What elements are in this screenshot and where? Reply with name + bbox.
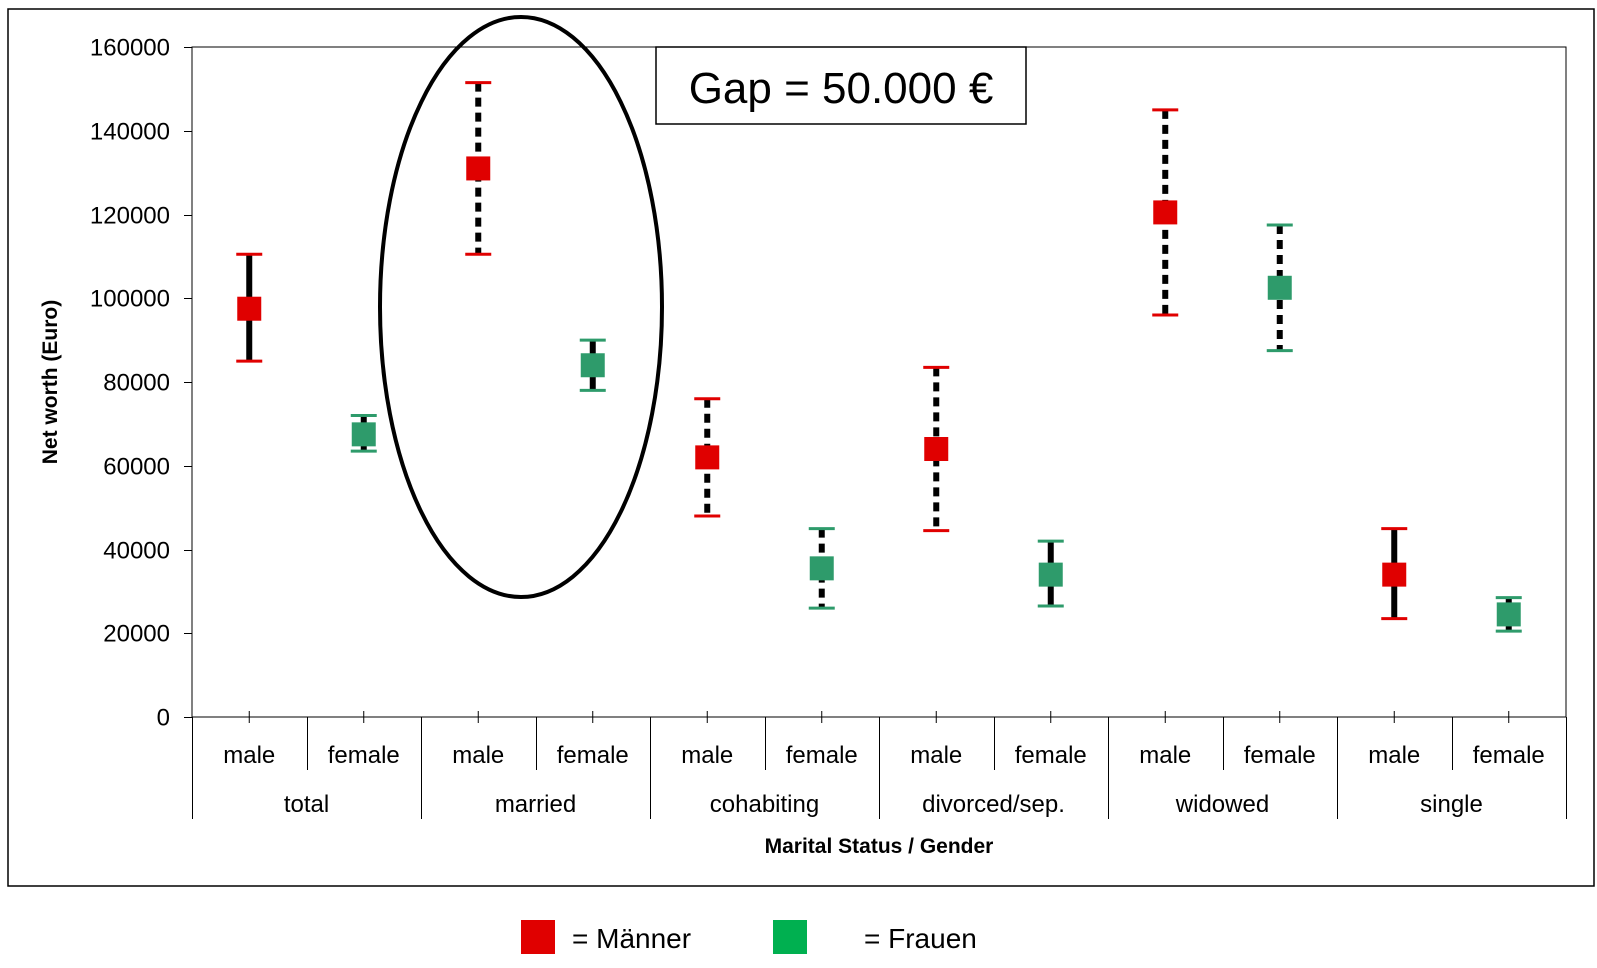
gender-label: male: [681, 742, 733, 769]
gender-label: male: [223, 742, 275, 769]
data-point-female: [351, 422, 376, 447]
group-label: total: [284, 791, 329, 818]
legend-swatch-maenner: [521, 920, 555, 954]
data-point-female: [1496, 602, 1521, 627]
x-axis-title: Marital Status / Gender: [765, 835, 994, 858]
gender-label: female: [1473, 742, 1545, 769]
y-tick-label: 140000: [90, 119, 170, 146]
gap-annotation: Gap = 50.000 €: [689, 64, 994, 113]
y-tick-label: 20000: [103, 621, 170, 648]
group-label: cohabiting: [710, 791, 819, 818]
data-point-male: [695, 445, 720, 470]
gender-label: male: [910, 742, 962, 769]
y-tick-label: 80000: [103, 370, 170, 397]
y-axis-title: Net worth (Euro): [39, 300, 62, 464]
data-point-male: [1382, 562, 1407, 587]
gender-label: male: [452, 742, 504, 769]
data-point-female: [1038, 562, 1063, 587]
y-tick-label: 40000: [103, 538, 170, 565]
x-axis: male female total male female married male fema…: [192, 711, 1567, 819]
legend-label-maenner: = Männer: [572, 923, 691, 954]
legend-swatch-frauen: [773, 920, 807, 954]
data-point-female: [809, 556, 834, 581]
group-label: divorced/sep.: [922, 791, 1065, 818]
gap-annotation-box: [655, 46, 1027, 125]
gender-label: female: [1244, 742, 1316, 769]
y-tick-label: 60000: [103, 454, 170, 481]
gender-label: female: [557, 742, 629, 769]
data-point-male: [466, 156, 491, 181]
gender-label: female: [328, 742, 400, 769]
married-highlight-ellipse: [378, 15, 664, 599]
data-point-male: [1153, 200, 1178, 225]
legend: = Männer = Frauen: [521, 920, 977, 954]
group-label: married: [495, 791, 576, 818]
legend-label-frauen: = Frauen: [864, 923, 977, 954]
data-point-male: [237, 296, 262, 321]
group-label: widowed: [1175, 791, 1269, 818]
data-point-male: [924, 437, 949, 461]
gender-label: female: [1015, 742, 1087, 769]
data-point-female: [1267, 275, 1292, 300]
y-tick-label: 100000: [90, 286, 170, 313]
gender-label: male: [1368, 742, 1420, 769]
y-tick-label: 120000: [90, 203, 170, 230]
gender-label: male: [1139, 742, 1191, 769]
y-tick-label: 0: [157, 705, 170, 732]
data-marks: [236, 81, 1522, 633]
y-tick-label: 160000: [90, 35, 170, 62]
y-axis: 0 20000 40000 60000 80000 100000 120000 140000 1…: [90, 35, 192, 732]
gender-label: female: [786, 742, 858, 769]
data-point-female: [580, 353, 605, 378]
group-label: single: [1420, 791, 1483, 818]
chart-frame: [7, 8, 1595, 887]
